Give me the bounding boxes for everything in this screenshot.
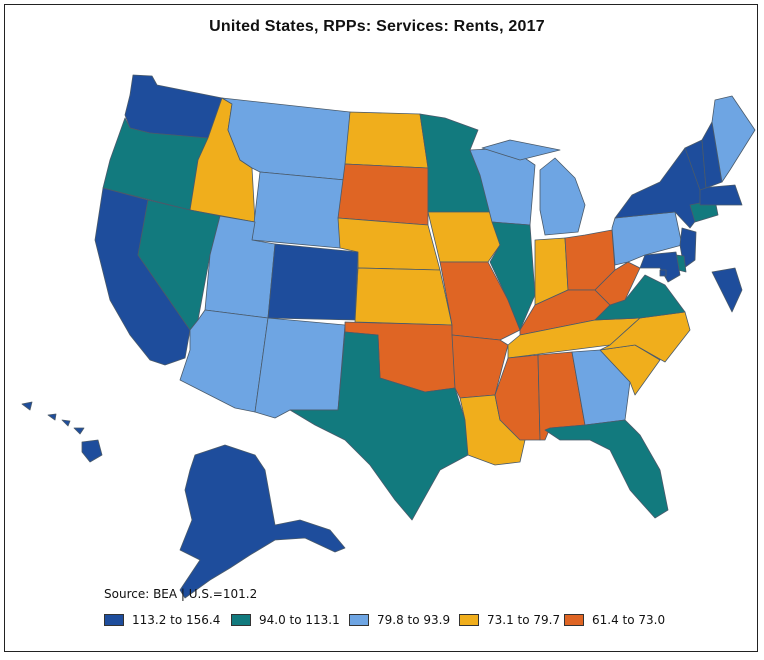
- state-nd[interactable]: [344, 111, 429, 169]
- state-nj-coast[interactable]: [711, 267, 743, 313]
- state-sd[interactable]: [337, 163, 429, 226]
- legend-label: 113.2 to 156.4: [132, 613, 221, 627]
- legend-swatch: [104, 614, 124, 626]
- state-hi[interactable]: [21, 401, 103, 463]
- state-nm[interactable]: [254, 317, 346, 419]
- source-note: Source: BEA | U.S.=101.2: [104, 587, 258, 601]
- state-fl[interactable]: [544, 419, 669, 519]
- state-me[interactable]: [711, 95, 756, 183]
- state-tx[interactable]: [289, 331, 469, 521]
- legend-label: 61.4 to 73.0: [592, 613, 666, 627]
- state-mo[interactable]: [439, 261, 521, 341]
- us-map: [21, 74, 756, 599]
- map-title: United States, RPPs: Services: Rents, 20…: [209, 18, 545, 35]
- state-ak[interactable]: [179, 444, 346, 599]
- legend-label: 73.1 to 79.7: [487, 613, 561, 627]
- state-mi[interactable]: [481, 139, 586, 236]
- legend-label: 79.8 to 93.9: [377, 613, 451, 627]
- legend-swatch: [564, 614, 584, 626]
- legend-swatch: [349, 614, 369, 626]
- state-ia[interactable]: [427, 211, 501, 263]
- state-dc[interactable]: [659, 269, 667, 277]
- state-ga[interactable]: [571, 349, 631, 426]
- legend-swatch: [459, 614, 479, 626]
- state-nv[interactable]: [137, 199, 221, 331]
- state-wa[interactable]: [124, 74, 223, 139]
- legend-label: 94.0 to 113.1: [259, 613, 340, 627]
- state-il[interactable]: [489, 221, 536, 331]
- state-md[interactable]: [639, 251, 681, 283]
- state-ks[interactable]: [354, 267, 453, 326]
- legend-swatch: [231, 614, 251, 626]
- state-ma[interactable]: [699, 184, 743, 206]
- state-co[interactable]: [267, 243, 359, 321]
- state-wy[interactable]: [251, 171, 346, 249]
